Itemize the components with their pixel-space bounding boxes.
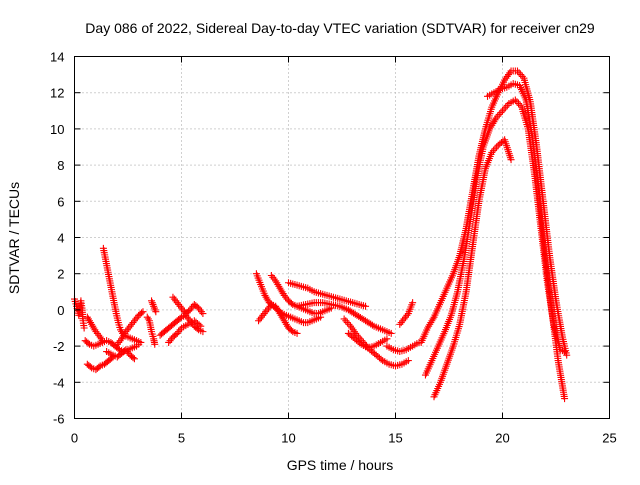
series-arc-a bbox=[71, 295, 88, 332]
y-tick-label: 4 bbox=[57, 231, 64, 246]
data-point bbox=[151, 340, 159, 348]
data-point bbox=[86, 363, 94, 371]
series-arc-p bbox=[285, 279, 370, 310]
data-point bbox=[287, 299, 295, 307]
data-point bbox=[515, 69, 523, 77]
series-arc-t bbox=[383, 338, 423, 356]
data-point bbox=[513, 98, 521, 106]
data-layer bbox=[71, 67, 571, 403]
data-point bbox=[197, 322, 205, 330]
data-point bbox=[500, 105, 508, 113]
series-arc-v bbox=[417, 67, 571, 359]
data-point bbox=[152, 308, 160, 316]
y-tick-label: 0 bbox=[57, 303, 64, 318]
data-point bbox=[503, 101, 511, 109]
data-point bbox=[195, 321, 203, 329]
series-arc-o bbox=[267, 272, 335, 318]
series-arc-k bbox=[169, 293, 207, 318]
data-point bbox=[404, 357, 412, 365]
tick-layer: 0 5 10 15 20 25 -6 -4 -2 0 2 4 6 8 10 12 14 bbox=[50, 50, 617, 446]
data-point bbox=[108, 354, 116, 362]
series-arc-r bbox=[340, 315, 412, 370]
data-point bbox=[491, 145, 499, 153]
data-point bbox=[340, 315, 348, 323]
x-axis-label: GPS time / hours bbox=[287, 457, 394, 473]
data-point bbox=[114, 345, 122, 353]
data-point bbox=[499, 107, 506, 115]
data-point bbox=[356, 339, 364, 347]
series-arc-y bbox=[484, 80, 569, 403]
series-arc-u bbox=[396, 299, 417, 328]
series-arc-c bbox=[83, 353, 117, 374]
y-tick-label: -6 bbox=[53, 412, 65, 427]
data-point bbox=[80, 324, 88, 332]
y-tick-label: 6 bbox=[57, 194, 64, 209]
data-point bbox=[95, 363, 103, 371]
series-arc-g bbox=[103, 346, 138, 363]
data-point bbox=[493, 143, 501, 151]
data-point bbox=[293, 329, 301, 337]
data-point bbox=[343, 319, 351, 327]
data-point bbox=[497, 109, 505, 117]
data-point bbox=[563, 351, 571, 359]
x-tick-label: 20 bbox=[495, 431, 509, 446]
data-point bbox=[199, 328, 207, 336]
x-tick-label: 25 bbox=[602, 431, 616, 446]
series-arc-i bbox=[148, 297, 160, 316]
data-point bbox=[144, 315, 152, 323]
data-point bbox=[84, 339, 92, 347]
y-tick-label: -4 bbox=[53, 375, 65, 390]
data-point bbox=[130, 355, 138, 363]
data-point bbox=[517, 71, 525, 79]
data-point bbox=[129, 354, 137, 362]
series-arc-e bbox=[99, 244, 145, 346]
data-point bbox=[377, 355, 385, 363]
x-tick-label: 15 bbox=[388, 431, 402, 446]
data-point bbox=[199, 310, 207, 318]
data-point bbox=[98, 337, 106, 345]
data-point bbox=[287, 326, 295, 334]
data-point bbox=[495, 110, 503, 118]
series-arc-h bbox=[143, 313, 159, 348]
data-point bbox=[362, 302, 370, 310]
x-tick-label: 0 bbox=[71, 431, 78, 446]
data-point bbox=[409, 299, 417, 307]
y-tick-label: 10 bbox=[50, 122, 64, 137]
series-arc-d bbox=[83, 313, 106, 345]
series-arc-x bbox=[430, 136, 515, 401]
y-tick-label: -2 bbox=[53, 339, 65, 354]
series-arc-f bbox=[113, 308, 147, 348]
data-point bbox=[139, 308, 147, 316]
data-point bbox=[561, 348, 569, 356]
data-point bbox=[176, 314, 184, 322]
series-arc-m bbox=[252, 270, 325, 327]
series-arc-q bbox=[293, 299, 395, 337]
y-tick-label: 14 bbox=[50, 50, 64, 65]
series-arc-s bbox=[344, 329, 391, 352]
x-tick-label: 5 bbox=[178, 431, 185, 446]
data-point bbox=[561, 395, 569, 403]
data-point bbox=[342, 317, 350, 325]
data-point bbox=[137, 338, 145, 346]
series-arc-l bbox=[165, 317, 205, 346]
x-tick-label: 10 bbox=[281, 431, 295, 446]
chart-title: Day 086 of 2022, Sidereal Day-to-day VTE… bbox=[85, 20, 595, 36]
y-tick-label: 2 bbox=[57, 267, 64, 282]
y-axis-label: SDTVAR / TECUs bbox=[6, 182, 22, 294]
y-tick-label: 8 bbox=[57, 158, 64, 173]
data-point bbox=[507, 156, 515, 164]
y-tick-label: 12 bbox=[50, 86, 64, 101]
grid-layer bbox=[74, 56, 610, 419]
data-point bbox=[363, 342, 371, 350]
series-arc-n bbox=[255, 300, 301, 337]
data-point bbox=[387, 329, 395, 337]
data-point bbox=[383, 335, 391, 343]
data-point bbox=[368, 321, 376, 329]
data-point bbox=[138, 309, 146, 317]
data-point bbox=[502, 103, 510, 111]
